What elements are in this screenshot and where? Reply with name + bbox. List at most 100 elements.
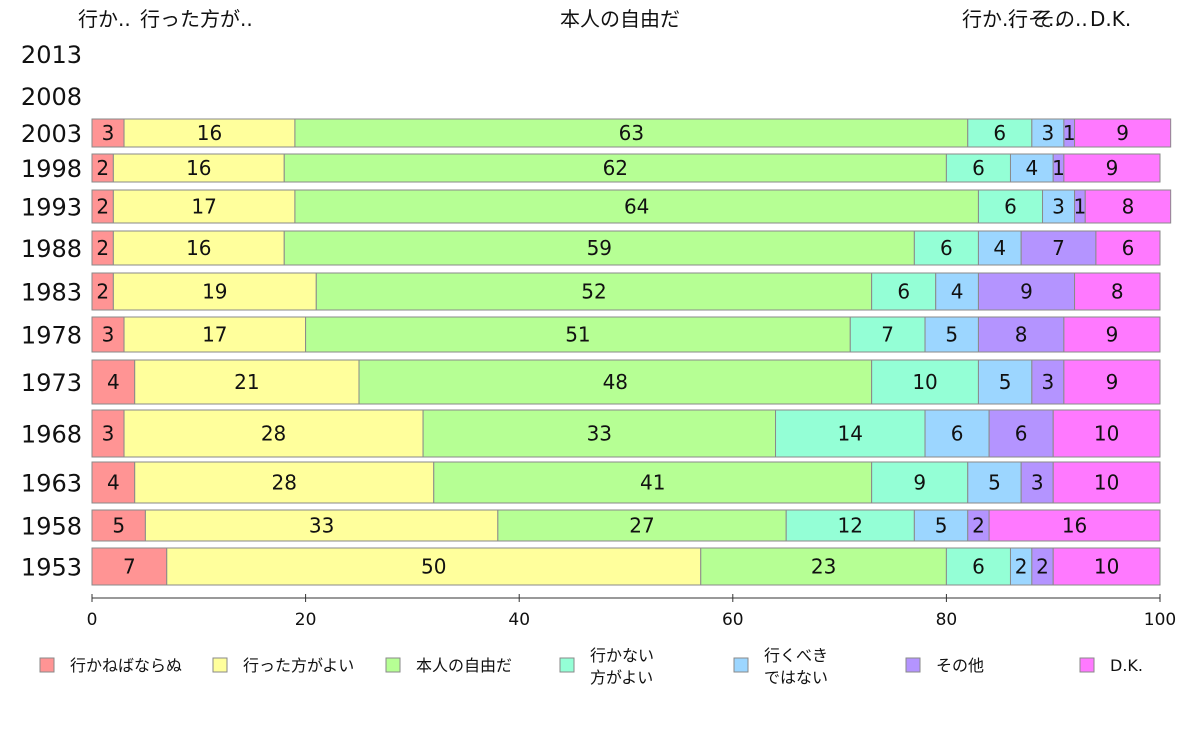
bar-segment	[91, 118, 125, 148]
data-label: 8	[1122, 195, 1135, 219]
legend-swatch	[905, 657, 921, 673]
data-label: 21	[234, 370, 259, 394]
legend-swatch	[733, 657, 749, 673]
data-label: 6	[993, 121, 1006, 145]
data-label: 50	[421, 555, 446, 579]
bar-segment	[988, 509, 1161, 542]
bar-segment	[967, 118, 1033, 148]
data-label: 12	[838, 514, 863, 538]
bar-segment	[134, 359, 360, 405]
data-label: 8	[1015, 323, 1028, 347]
legend-label: ではない	[764, 668, 828, 687]
bar-segment	[1063, 316, 1161, 353]
legend-label: 行った方がよい	[243, 656, 354, 675]
bar-segment	[1074, 272, 1161, 311]
bar-segment	[1052, 409, 1161, 458]
legend-swatch	[559, 657, 575, 673]
data-label: 3	[1031, 471, 1044, 495]
legend-label: 行かねばならぬ	[70, 656, 182, 675]
bar-segment	[91, 359, 136, 405]
category-label: 1988	[21, 235, 82, 263]
bar-segment	[977, 272, 1076, 311]
top-label: D.K.	[1090, 7, 1131, 31]
top-label: 本人の自由だ	[560, 7, 680, 31]
category-label: 1983	[21, 279, 82, 307]
data-label: 5	[935, 514, 948, 538]
bar-segment	[91, 509, 146, 542]
data-label: 9	[913, 471, 926, 495]
top-label: 行か..	[962, 7, 1015, 31]
bar-segment	[913, 509, 969, 542]
data-label: 9	[1020, 280, 1033, 304]
bar-segment	[283, 153, 947, 183]
data-label: 10	[912, 370, 937, 394]
data-label: 17	[191, 195, 216, 219]
data-label: 4	[993, 236, 1006, 260]
bar-segment	[91, 316, 125, 353]
data-label: 10	[1094, 471, 1119, 495]
data-label: 9	[1106, 156, 1119, 180]
bar-segment	[700, 547, 947, 586]
y-axis-labels: 2013 2008 2003 1998 1993 1988 1983 1978 1973 1968…	[21, 41, 82, 582]
bar-segment	[1084, 189, 1172, 224]
bar-segment	[91, 461, 136, 504]
data-label: 3	[1052, 195, 1065, 219]
data-label: 6	[951, 422, 964, 446]
legend-label: D.K.	[1110, 656, 1143, 675]
data-label: 2	[972, 514, 985, 538]
bar-segment	[977, 316, 1065, 353]
data-label: 10	[1094, 422, 1119, 446]
data-label: 33	[587, 422, 612, 446]
data-label: 7	[881, 323, 894, 347]
category-label: 1953	[21, 554, 82, 582]
data-label: 4	[1025, 156, 1038, 180]
data-label: 5	[112, 514, 125, 538]
top-labels: 行か.. 行った方が.. 本人の自由だ 行か..行そ..その.. D.K.	[78, 7, 1131, 31]
bar-segment	[123, 316, 307, 353]
data-label: 1	[1052, 156, 1065, 180]
data-label: 2	[96, 236, 109, 260]
data-label: 4	[107, 370, 120, 394]
data-label: 4	[107, 471, 120, 495]
category-label: 1993	[21, 194, 82, 222]
legend-label: その他	[936, 656, 984, 675]
bar-segment	[977, 359, 1033, 405]
data-label: 64	[624, 195, 649, 219]
data-label: 33	[309, 514, 334, 538]
bar-segment	[775, 409, 926, 458]
data-label: 3	[1041, 370, 1054, 394]
bar-segment	[1074, 118, 1172, 148]
data-label: 6	[1004, 195, 1017, 219]
data-label: 3	[102, 121, 115, 145]
category-label: 1973	[21, 369, 82, 397]
data-label: 9	[1106, 323, 1119, 347]
data-label: 16	[186, 236, 211, 260]
x-tick-label: 100	[1144, 610, 1176, 630]
data-label: 5	[999, 370, 1012, 394]
category-label: 2008	[21, 83, 82, 111]
bar-segment	[977, 189, 1044, 224]
bar-segment	[283, 230, 915, 266]
data-label: 19	[202, 280, 227, 304]
legend-swatch	[385, 657, 401, 673]
bar-segment	[1042, 189, 1076, 224]
data-label: 3	[102, 323, 115, 347]
data-label: 41	[640, 471, 665, 495]
data-label: 2	[96, 156, 109, 180]
data-label: 10	[1094, 555, 1119, 579]
bar-segment	[123, 409, 424, 458]
data-label: 6	[940, 236, 953, 260]
category-label: 1978	[21, 322, 82, 350]
bar-segment	[112, 189, 296, 224]
legend-label: 方がよい	[590, 668, 653, 687]
bar-segment	[871, 272, 937, 311]
data-label: 9	[1116, 121, 1129, 145]
bar-segment	[1031, 118, 1065, 148]
legend-label: 行かない	[590, 646, 654, 665]
bar-segment	[144, 509, 499, 542]
data-label: 7	[123, 555, 136, 579]
legend-swatch	[39, 657, 55, 673]
data-label: 4	[951, 280, 964, 304]
